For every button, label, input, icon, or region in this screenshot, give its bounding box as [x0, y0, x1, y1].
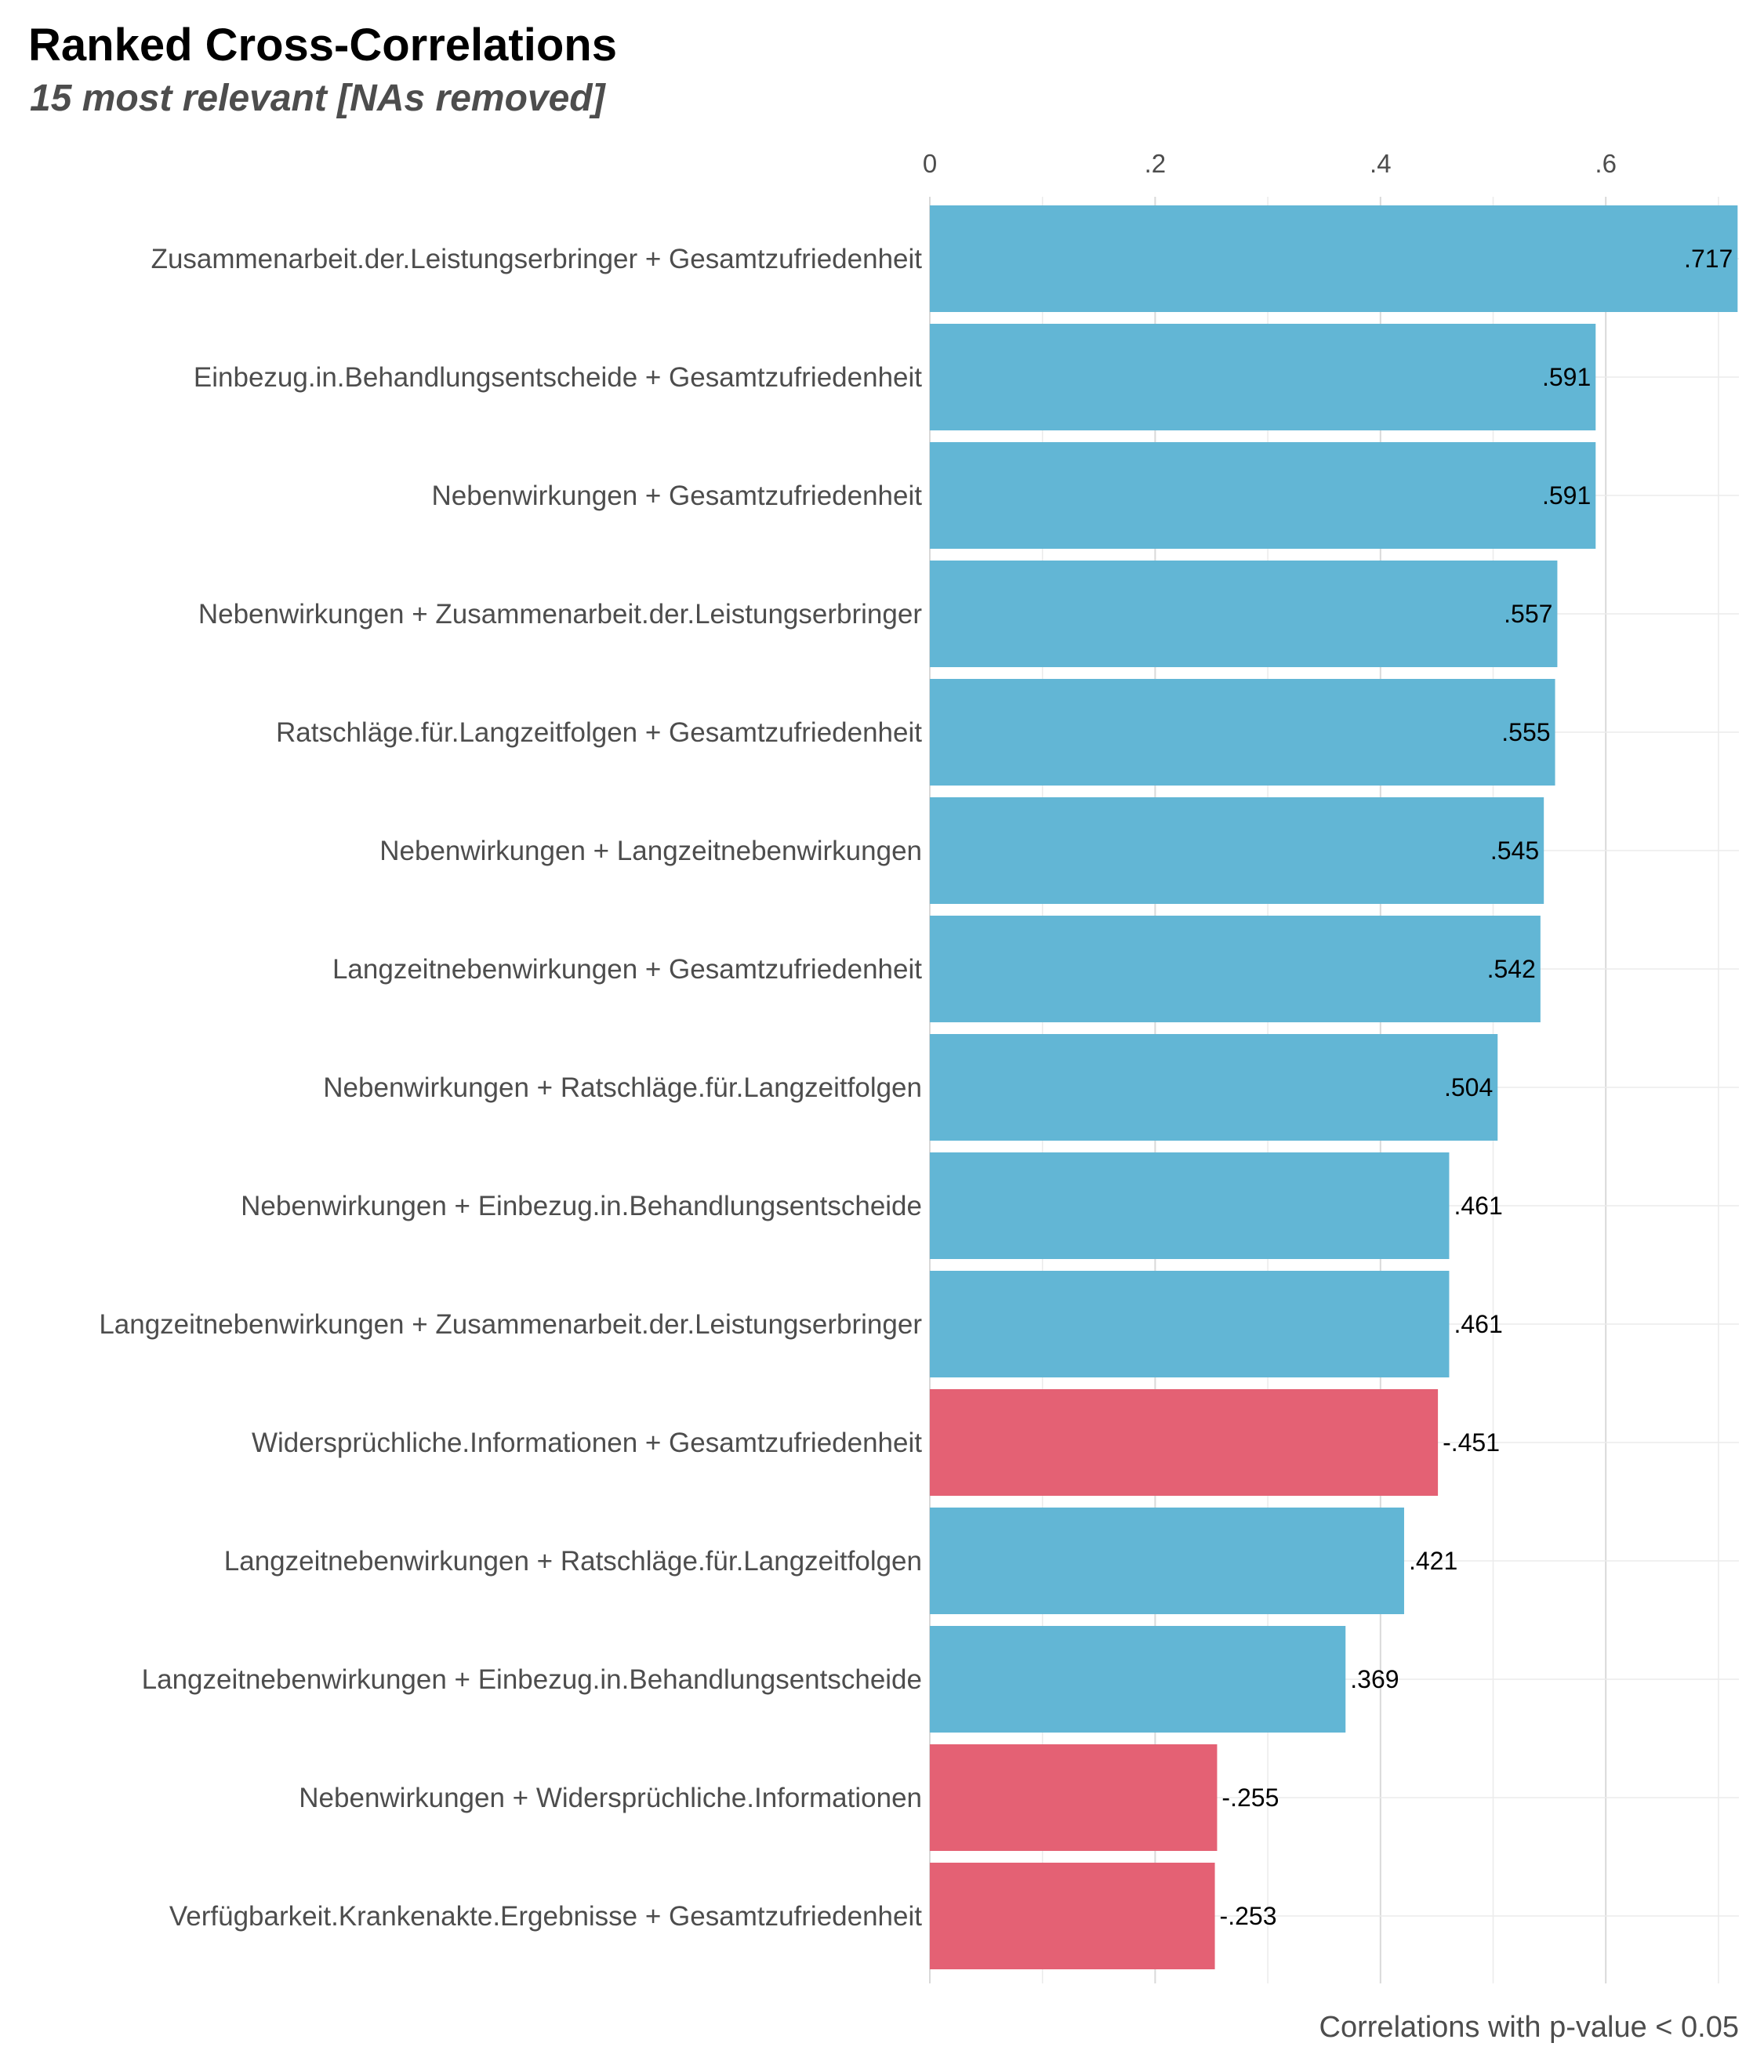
bar	[930, 1389, 1439, 1496]
bar	[930, 797, 1544, 904]
bar	[930, 442, 1596, 549]
value-label: .421	[1409, 1547, 1457, 1575]
bars	[930, 205, 1738, 1969]
bar	[930, 324, 1596, 430]
x-axis-ticks: 0 .2 .4 .6	[923, 149, 1617, 178]
bar	[930, 1626, 1346, 1733]
x-tick-label: .6	[1595, 149, 1617, 178]
category-label: Verfügbarkeit.Krankenakte.Ergebnisse + G…	[169, 1901, 922, 1932]
category-labels: Zusammenarbeit.der.Leistungserbringer + …	[99, 244, 922, 1932]
bar	[930, 561, 1558, 667]
category-label: Nebenwirkungen + Einbezug.in.Behandlungs…	[241, 1191, 922, 1221]
bar	[930, 916, 1541, 1022]
chart-title: Ranked Cross-Correlations	[28, 20, 617, 71]
bar	[930, 1744, 1218, 1851]
value-label: -.253	[1220, 1902, 1277, 1930]
value-label: .591	[1542, 363, 1591, 391]
value-label: .717	[1684, 245, 1733, 273]
x-tick-label: .2	[1145, 149, 1167, 178]
category-label: Nebenwirkungen + Zusammenarbeit.der.Leis…	[198, 599, 923, 630]
category-label: Ratschläge.für.Langzeitfolgen + Gesamtzu…	[276, 717, 922, 748]
value-label: .461	[1454, 1310, 1502, 1338]
bar	[930, 1152, 1450, 1259]
category-label: Zusammenarbeit.der.Leistungserbringer + …	[151, 244, 923, 274]
value-label: .542	[1487, 955, 1536, 983]
value-label: -.451	[1443, 1428, 1500, 1457]
value-label: .555	[1501, 718, 1550, 746]
chart-subtitle: 15 most relevant [NAs removed]	[30, 78, 605, 119]
category-label: Nebenwirkungen + Langzeitnebenwirkungen	[379, 836, 922, 866]
category-label: Langzeitnebenwirkungen + Zusammenarbeit.…	[99, 1309, 922, 1340]
bar	[930, 1508, 1404, 1614]
category-label: Einbezug.in.Behandlungsentscheide + Gesa…	[194, 362, 922, 393]
bar	[930, 1034, 1498, 1141]
category-label: Langzeitnebenwirkungen + Ratschläge.für.…	[224, 1546, 922, 1577]
category-label: Langzeitnebenwirkungen + Gesamtzufrieden…	[332, 954, 922, 985]
bar	[930, 679, 1555, 786]
category-label: Nebenwirkungen + Gesamtzufriedenheit	[431, 481, 922, 511]
x-tick-label: .4	[1370, 149, 1392, 178]
category-label: Widersprüchliche.Informationen + Gesamtz…	[252, 1428, 922, 1458]
value-label: .369	[1350, 1665, 1399, 1693]
chart-caption: Correlations with p-value < 0.05	[1319, 2011, 1739, 2044]
category-label: Langzeitnebenwirkungen + Einbezug.in.Beh…	[142, 1664, 922, 1695]
bar	[930, 1271, 1450, 1377]
bar	[930, 205, 1738, 312]
value-label: .545	[1490, 836, 1539, 865]
x-tick-label: 0	[923, 149, 937, 178]
category-label: Nebenwirkungen + Widersprüchliche.Inform…	[299, 1783, 922, 1813]
value-labels: .717 .591 .591 .557 .555 .545 .542 .504 .461 .461…	[1220, 245, 1733, 1930]
category-label: Nebenwirkungen + Ratschläge.für.Langzeit…	[323, 1072, 922, 1103]
value-label: .504	[1444, 1073, 1493, 1101]
value-label: -.255	[1221, 1784, 1279, 1812]
value-label: .557	[1504, 600, 1552, 628]
value-label: .461	[1454, 1192, 1502, 1220]
bar	[930, 1863, 1215, 1969]
value-label: .591	[1542, 481, 1591, 510]
